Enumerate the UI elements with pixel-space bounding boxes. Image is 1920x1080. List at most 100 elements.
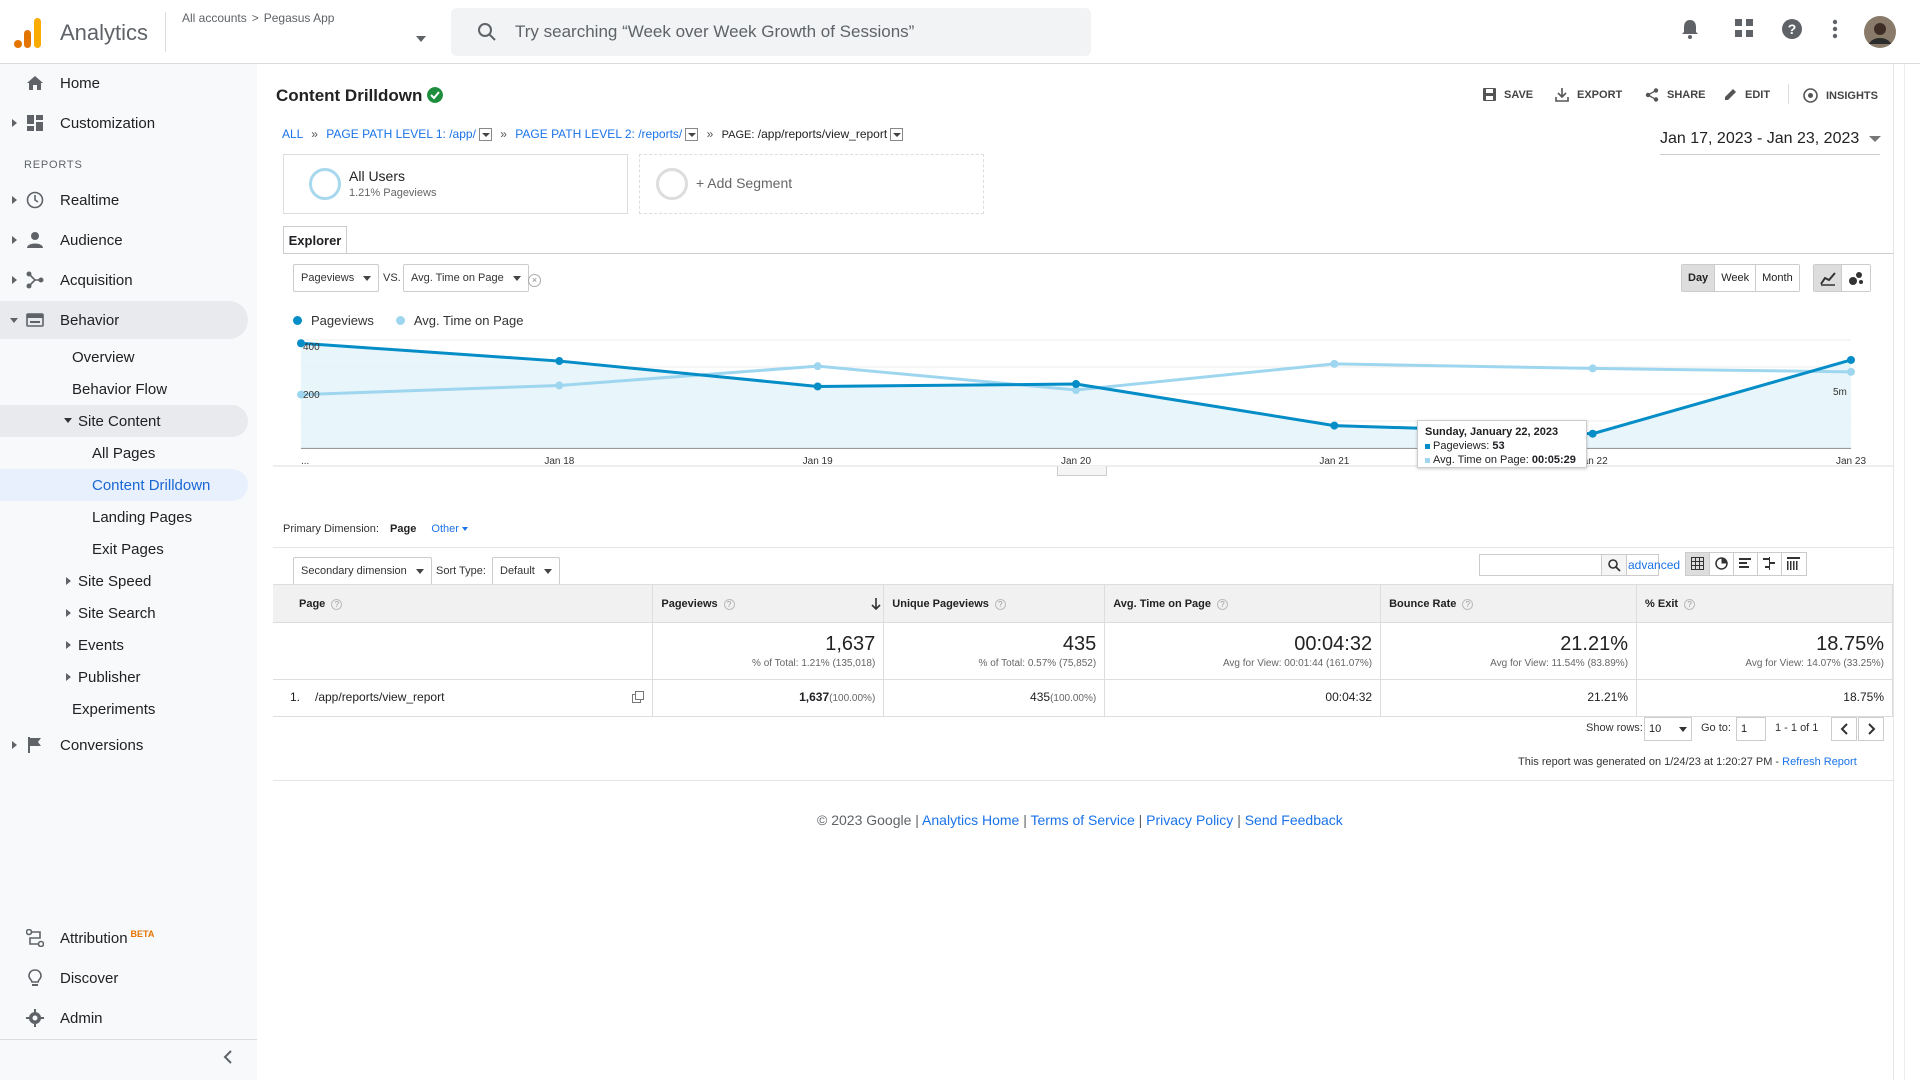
search-bar[interactable]: Try searching “Week over Week Growth of … (451, 8, 1091, 56)
column-header-page[interactable]: Page? (273, 584, 654, 623)
copyright: © 2023 Google (817, 812, 912, 828)
help-icon[interactable]: ? (1781, 18, 1803, 40)
sidebar-item-admin[interactable]: Admin (0, 999, 248, 1037)
primary-dimension-page[interactable]: Page (390, 523, 417, 535)
sidebar-item-behavior[interactable]: Behavior (0, 301, 248, 339)
sidebar-item-acquisition[interactable]: Acquisition (0, 261, 248, 299)
acquisition-icon (26, 271, 44, 289)
refresh-report-link[interactable]: Refresh Report (1782, 756, 1857, 768)
open-external-icon[interactable] (632, 691, 645, 703)
sidebar-item-conversions[interactable]: Conversions (0, 726, 248, 764)
help-icon[interactable]: ? (994, 598, 1006, 610)
comparison-view-button[interactable] (1758, 553, 1782, 575)
metric-2-select[interactable]: Avg. Time on Page (403, 264, 529, 292)
footer-link-terms[interactable]: Terms of Service (1030, 812, 1135, 828)
account-selector[interactable]: All accounts > Pegasus App (182, 11, 334, 25)
sidebar-item-site-content[interactable]: Site Content (0, 405, 248, 437)
column-header-unique-pageviews[interactable]: Unique Pageviews? (883, 584, 1106, 623)
motion-chart-button[interactable] (1842, 265, 1870, 291)
line-chart-button[interactable] (1814, 265, 1842, 291)
breadcrumb-all[interactable]: ALL (282, 127, 303, 141)
secondary-dimension-select[interactable]: Secondary dimension (293, 557, 432, 585)
row-page-link[interactable]: /app/reports/view_report (315, 690, 445, 704)
breadcrumb-level1-dropdown[interactable] (478, 128, 492, 142)
sidebar-item-site-speed[interactable]: Site Speed (0, 565, 248, 597)
breadcrumb-level2-dropdown[interactable] (685, 128, 699, 142)
collapse-sidebar-icon[interactable] (222, 1050, 234, 1064)
avatar[interactable] (1864, 16, 1896, 48)
notifications-bell-icon[interactable] (1680, 18, 1700, 40)
sidebar-item-events[interactable]: Events (0, 629, 248, 661)
sidebar-item-attribution[interactable]: Attribution BETA (0, 919, 248, 957)
breadcrumb-page-prefix: PAGE: (721, 129, 755, 141)
month-button[interactable]: Month (1756, 265, 1799, 291)
line-chart[interactable]: 400 200 5m... Jan 18 Jan 19 Jan 20 Jan 21 Jan 2… (273, 334, 1893, 484)
edit-button[interactable]: EDIT (1724, 88, 1770, 101)
person-icon (27, 232, 43, 248)
primary-dimension-other[interactable]: Other (431, 523, 459, 535)
sidebar-item-realtime[interactable]: Realtime (0, 181, 248, 219)
performance-view-button[interactable] (1734, 553, 1758, 575)
sort-type-select[interactable]: Default (492, 557, 560, 585)
more-vert-icon[interactable] (1832, 18, 1838, 40)
export-button[interactable]: EXPORT (1555, 88, 1622, 102)
goto-input[interactable]: 1 (1736, 717, 1766, 741)
help-icon[interactable]: ? (1217, 598, 1229, 610)
share-button[interactable]: SHARE (1645, 88, 1706, 102)
column-header-exit[interactable]: % Exit? (1636, 584, 1893, 623)
pivot-view-button[interactable] (1782, 553, 1806, 575)
sidebar-item-customization[interactable]: Customization (0, 104, 248, 142)
add-segment-button[interactable]: + Add Segment (639, 154, 984, 214)
sidebar-item-experiments[interactable]: Experiments (72, 700, 156, 718)
column-header-bounce-rate[interactable]: Bounce Rate? (1380, 584, 1638, 623)
prev-page-button[interactable] (1831, 717, 1857, 741)
save-button[interactable]: SAVE (1483, 88, 1533, 101)
sidebar-item-content-drilldown[interactable]: Content Drilldown (0, 469, 248, 501)
apps-grid-icon[interactable] (1734, 18, 1754, 38)
search-input[interactable]: Try searching “Week over Week Growth of … (515, 22, 915, 41)
insights-button[interactable]: INSIGHTS (1803, 88, 1878, 103)
help-icon[interactable]: ? (1684, 598, 1696, 610)
help-icon[interactable]: ? (723, 598, 735, 610)
footer-link-feedback[interactable]: Send Feedback (1244, 812, 1343, 828)
metric-1-select[interactable]: Pageviews (293, 264, 380, 292)
analytics-logo-icon[interactable] (14, 16, 44, 48)
sidebar-item-home[interactable]: Home (0, 64, 248, 102)
segment-all-users[interactable]: All Users 1.21% Pageviews (283, 154, 628, 214)
day-button[interactable]: Day (1682, 265, 1716, 291)
table-search-button[interactable] (1601, 554, 1627, 576)
sidebar-item-label: Behavior (60, 311, 120, 329)
sidebar-item-site-search[interactable]: Site Search (0, 597, 248, 629)
show-rows-select[interactable]: 10 (1644, 717, 1692, 741)
help-icon[interactable]: ? (1462, 598, 1474, 610)
sidebar-item-landing-pages[interactable]: Landing Pages (92, 508, 193, 526)
data-table-view-button[interactable] (1686, 553, 1710, 575)
pie-view-button[interactable] (1710, 553, 1734, 575)
sidebar-item-all-pages[interactable]: All Pages (92, 444, 156, 462)
column-header-pageviews[interactable]: Pageviews? (652, 584, 885, 623)
help-icon[interactable]: ? (331, 598, 343, 610)
week-button[interactable]: Week (1715, 265, 1757, 291)
sidebar-item-behavior-flow[interactable]: Behavior Flow (72, 380, 168, 398)
share-label: SHARE (1667, 89, 1706, 101)
advanced-filter-link[interactable]: advanced (1628, 558, 1681, 572)
sidebar-item-audience[interactable]: Audience (0, 221, 248, 259)
breadcrumb-level1[interactable]: PAGE PATH LEVEL 1: /app/ (326, 127, 476, 141)
footer-link-privacy[interactable]: Privacy Policy (1146, 812, 1234, 828)
breadcrumb-level2[interactable]: PAGE PATH LEVEL 2: /reports/ (515, 127, 683, 141)
x-tick-label: Jan 18 (544, 456, 574, 467)
column-header-avg-time[interactable]: Avg. Time on Page? (1104, 584, 1382, 623)
account-dropdown-icon[interactable] (416, 36, 426, 42)
chart-resize-handle[interactable] (1057, 466, 1107, 476)
scrollbar[interactable] (1904, 64, 1920, 1080)
footer-link-analytics-home[interactable]: Analytics Home (922, 812, 1020, 828)
sidebar-item-publisher[interactable]: Publisher (0, 661, 248, 693)
clear-metric-icon[interactable]: × (528, 274, 541, 287)
sidebar-item-discover[interactable]: Discover (0, 959, 248, 997)
breadcrumb-page-dropdown[interactable] (890, 128, 904, 142)
tab-explorer[interactable]: Explorer (283, 226, 347, 254)
sidebar-item-exit-pages[interactable]: Exit Pages (92, 540, 164, 558)
next-page-button[interactable] (1858, 717, 1884, 741)
date-range-picker[interactable]: Jan 17, 2023 - Jan 23, 2023 (1660, 130, 1882, 148)
sidebar-item-overview[interactable]: Overview (72, 348, 135, 366)
